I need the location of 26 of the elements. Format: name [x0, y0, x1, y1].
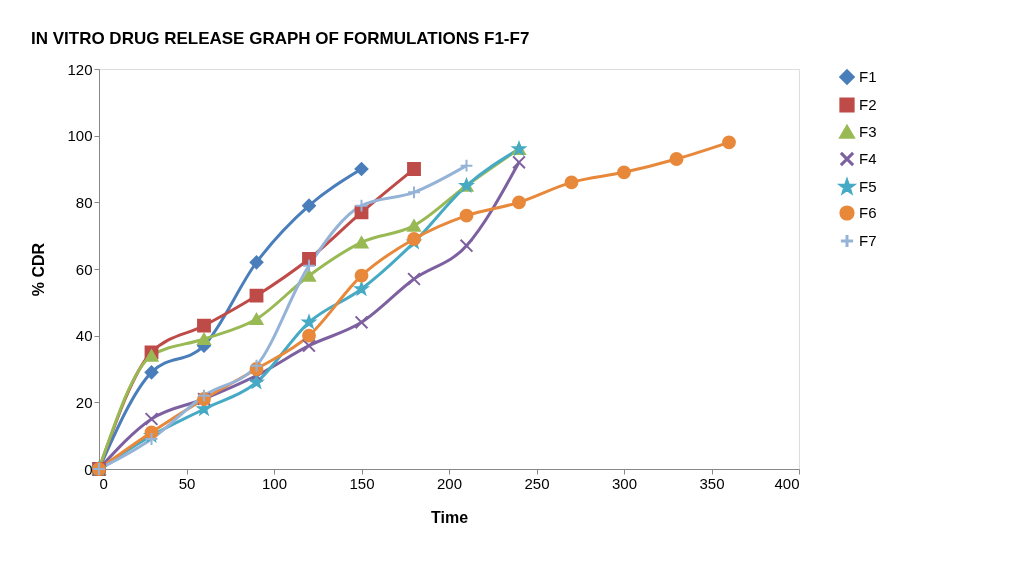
x-tick-label: 400 [774, 474, 800, 492]
y-tick-label: 0 [84, 460, 93, 478]
legend-label: F3 [859, 123, 877, 140]
legend-label: F1 [859, 68, 877, 85]
x-tick-label: 0 [99, 474, 108, 492]
x-tick-label: 200 [436, 474, 463, 492]
legend-label: F5 [859, 178, 877, 195]
x-tick-label: 50 [178, 474, 196, 492]
y-axis-title: % CDR [30, 242, 48, 297]
x-tick-label: 150 [349, 474, 375, 492]
x-tick-label: 100 [261, 474, 288, 492]
y-tick-label: 120 [67, 60, 93, 78]
legend-label: F6 [859, 204, 877, 221]
y-tick-label: 40 [75, 327, 93, 345]
chart-title: IN VITRO DRUG RELEASE GRAPH OF FORMULATIONS F1-F7 [30, 29, 530, 48]
x-tick-label: 250 [524, 474, 550, 492]
y-tick-label: 20 [75, 393, 93, 411]
y-tick-label: 60 [75, 260, 93, 278]
x-tick-label: 300 [611, 474, 638, 492]
legend-label: F4 [859, 150, 877, 167]
y-tick-label: 80 [75, 193, 93, 211]
x-axis-title: Time [430, 508, 469, 526]
x-tick-label: 350 [699, 474, 725, 492]
legend-label: F7 [859, 232, 877, 249]
y-tick-label: 100 [67, 127, 93, 145]
legend-label: F2 [859, 96, 877, 113]
